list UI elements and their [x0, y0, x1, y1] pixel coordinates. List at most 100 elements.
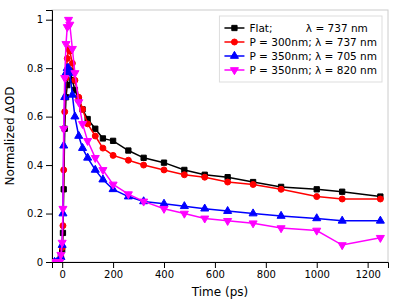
data-point	[75, 100, 83, 107]
chart: 0 200 400 600 800 1000 1200 0 0.2 0.4 0.6 0.8 1 Flat;…	[0, 0, 400, 302]
x-tick: 600	[206, 262, 225, 280]
x-tick-label: 1200	[355, 269, 380, 280]
x-tick-mark	[113, 262, 114, 268]
data-point	[66, 22, 74, 29]
y-tick-label: 0.8	[27, 63, 43, 74]
data-point	[250, 181, 256, 187]
data-point	[125, 157, 131, 163]
legend-label: Flat; λ = 737 nm	[249, 22, 367, 34]
data-point	[91, 155, 99, 162]
y-tick-label: 0.4	[27, 160, 43, 171]
x-tick: 1000	[305, 262, 330, 280]
x-tick-label: 200	[104, 269, 123, 280]
legend: Flat; λ = 737 nmP = 300nm; λ = 737 nmP =…	[219, 16, 382, 82]
y-tick: 0.8	[27, 63, 52, 74]
data-point	[58, 240, 66, 247]
data-point	[277, 211, 285, 218]
x-tick: 400	[155, 262, 174, 280]
y-axis-label: Normalized ΔOD	[3, 87, 17, 186]
data-point	[181, 172, 187, 178]
y-tick: 0.2	[27, 208, 52, 219]
data-point	[313, 214, 321, 221]
data-point	[71, 71, 79, 78]
y-tick-label: 1	[37, 14, 43, 25]
y-axis-line	[46, 11, 53, 263]
data-point	[313, 228, 321, 235]
y-tick: 0	[37, 257, 52, 268]
series	[52, 17, 384, 262]
data-point	[224, 218, 232, 225]
data-point	[201, 216, 209, 223]
plot: 0 200 400 600 800 1000 1200 0 0.2 0.4 0.6 0.8 1 Flat;…	[27, 10, 388, 280]
y-tick-mark	[46, 165, 52, 166]
data-point	[75, 131, 83, 138]
data-point	[92, 133, 98, 139]
data-point	[109, 182, 117, 189]
data-point	[141, 162, 147, 168]
data-point	[224, 206, 232, 213]
data-point	[61, 76, 69, 83]
y-tick-mark	[46, 117, 52, 118]
x-tick: 0	[59, 262, 65, 280]
data-point	[99, 175, 107, 182]
series-line	[55, 20, 381, 262]
x-tick-label: 0	[59, 269, 65, 280]
legend-swatch-marker	[230, 68, 238, 75]
y-tick: 0.4	[27, 160, 52, 171]
data-point	[314, 194, 320, 200]
data-point	[161, 167, 167, 173]
x-tick-label: 1000	[305, 269, 330, 280]
data-point	[84, 153, 92, 160]
y-axis: 0 0.2 0.4 0.6 0.8 1	[27, 11, 52, 268]
data-point	[100, 136, 105, 141]
x-tick-mark	[368, 262, 369, 268]
data-point	[225, 179, 231, 185]
data-point	[377, 196, 383, 202]
series	[52, 68, 383, 262]
y-tick-label: 0.2	[27, 208, 43, 219]
x-tick-label: 800	[257, 269, 276, 280]
data-point	[338, 243, 346, 250]
data-point	[84, 139, 92, 146]
legend-item: P = 350nm; λ = 705 nm	[224, 50, 377, 62]
data-point	[140, 199, 148, 206]
x-axis-line	[53, 263, 389, 269]
y-tick-label: 0	[37, 257, 43, 268]
x-axis-label: Time (ps)	[191, 285, 248, 299]
x-tick-label: 400	[155, 269, 174, 280]
data-point	[93, 126, 98, 131]
data-point	[100, 145, 106, 151]
x-tick-mark	[266, 262, 267, 268]
y-tick: 0.6	[27, 111, 52, 122]
y-tick-mark	[46, 262, 52, 263]
data-point	[124, 192, 132, 199]
data-point	[58, 240, 66, 247]
data-point	[160, 206, 168, 213]
y-tick: 1	[37, 14, 52, 25]
y-tick-label: 0.6	[27, 111, 43, 122]
data-point	[141, 155, 146, 160]
legend-item: P = 350nm; λ = 820 nm	[224, 64, 377, 76]
data-point	[91, 165, 99, 172]
data-point	[180, 211, 188, 218]
legend-swatch-marker	[230, 51, 238, 58]
x-tick-mark	[164, 262, 165, 268]
x-tick: 800	[257, 262, 276, 280]
data-point	[202, 174, 208, 180]
data-point	[339, 196, 345, 202]
data-point	[79, 143, 87, 150]
series-line	[55, 68, 381, 262]
series	[52, 64, 384, 262]
data-point	[110, 152, 116, 158]
data-point	[338, 216, 346, 223]
data-point	[249, 221, 257, 228]
legend-swatch-marker	[231, 39, 237, 45]
legend-swatch-marker	[232, 25, 237, 30]
x-tick: 200	[104, 262, 123, 280]
data-point	[59, 206, 67, 213]
y-tick-mark	[46, 214, 52, 215]
data-point	[57, 252, 65, 259]
data-point	[110, 138, 115, 143]
data-point	[249, 209, 257, 216]
data-point	[79, 122, 87, 129]
